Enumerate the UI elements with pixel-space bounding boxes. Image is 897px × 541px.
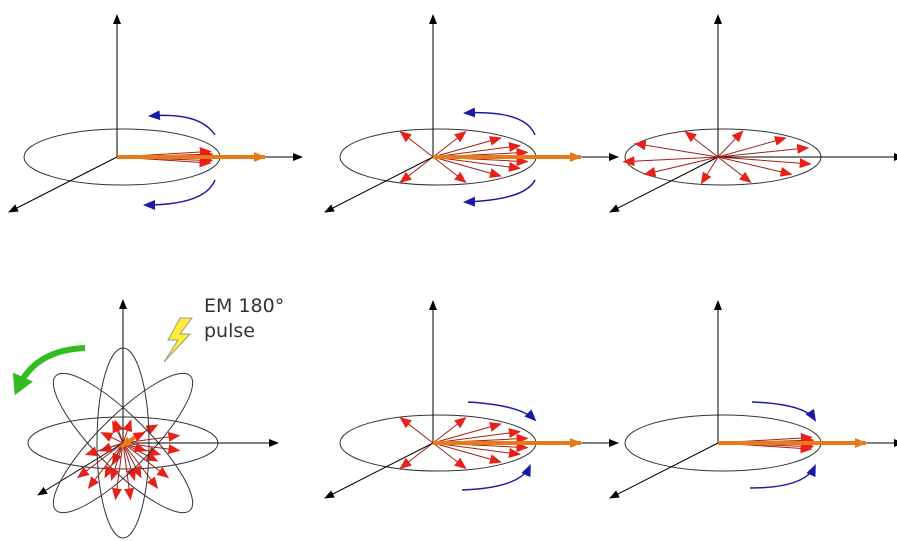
precession-arrow bbox=[465, 113, 535, 135]
spin-vector bbox=[400, 443, 433, 468]
rotation-arrow bbox=[18, 348, 85, 388]
pulse-label-line2: pulse bbox=[204, 320, 255, 342]
artwork bbox=[9, 15, 897, 538]
spin-vector bbox=[623, 157, 718, 162]
spin-echo-diagram: EM 180° pulse bbox=[0, 0, 897, 541]
spin-vector bbox=[685, 132, 718, 157]
spin-vector bbox=[400, 157, 433, 182]
spin-vector bbox=[400, 418, 433, 443]
spin-vector bbox=[400, 132, 433, 157]
precession-arrow bbox=[150, 115, 215, 135]
pulse-label-line1: EM 180° bbox=[204, 295, 284, 317]
lightning-bolt bbox=[164, 318, 192, 362]
spin-vector bbox=[718, 148, 808, 157]
spin-vector bbox=[635, 144, 718, 158]
spin-vector bbox=[718, 138, 786, 157]
